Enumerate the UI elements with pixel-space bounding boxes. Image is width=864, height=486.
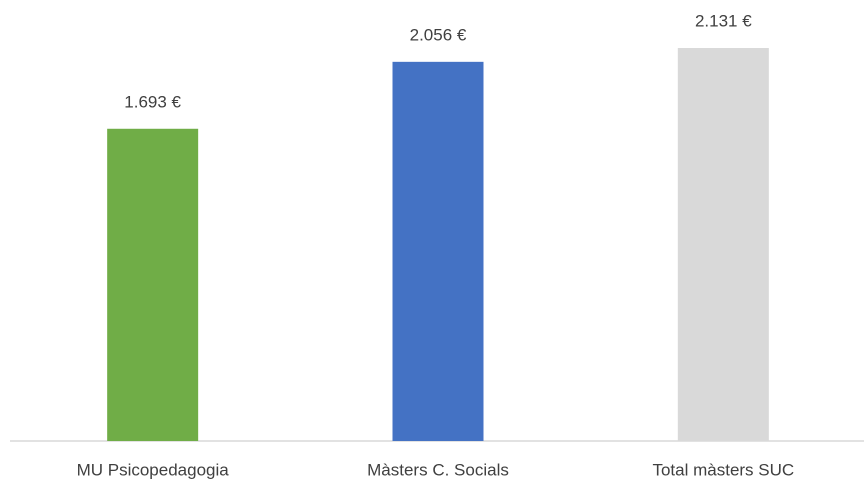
bar — [677, 48, 769, 441]
x-tick-label: Total màsters SUC — [652, 460, 794, 479]
bar — [392, 61, 484, 441]
x-tick-label: MU Psicopedagogia — [77, 460, 230, 479]
bar — [107, 128, 199, 441]
x-tick-label: Màsters C. Socials — [367, 460, 509, 479]
value-label: 2.131 € — [695, 11, 752, 30]
value-label: 1.693 € — [124, 92, 181, 111]
value-label: 2.056 € — [410, 25, 467, 44]
